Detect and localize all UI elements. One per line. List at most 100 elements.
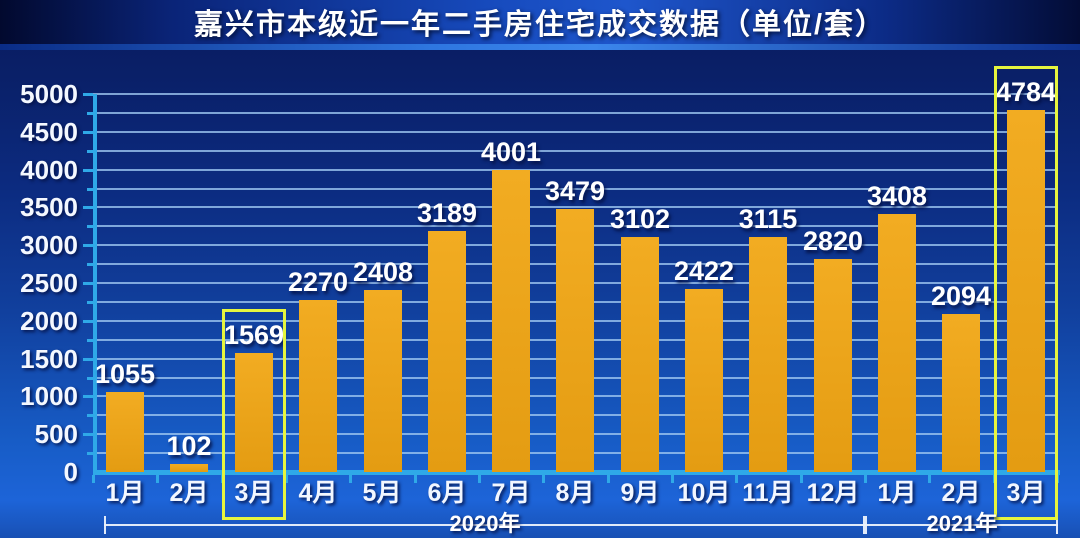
x-axis-label: 8月 — [555, 479, 595, 507]
y-axis-label: 1500 — [20, 344, 78, 374]
x-axis-label: 3月 — [1006, 479, 1046, 507]
y-axis-tick — [83, 358, 93, 361]
y-axis-label: 3000 — [20, 230, 78, 260]
y-axis-label: 1000 — [20, 381, 78, 411]
x-axis-label: 4月 — [298, 479, 338, 507]
bar-value-label: 2422 — [673, 256, 735, 286]
bar-value-label: 4001 — [480, 137, 542, 167]
x-axis-label: 7月 — [491, 479, 531, 507]
y-axis-label: 5000 — [20, 79, 78, 109]
x-axis-tick — [864, 475, 867, 483]
x-axis-tick — [414, 475, 417, 483]
bar-value-label: 2408 — [352, 257, 414, 287]
y-axis-tick — [87, 452, 93, 455]
x-axis-label: 1月 — [105, 479, 145, 507]
year-label: 2020年 — [449, 511, 521, 536]
y-axis-tick — [87, 339, 93, 342]
highlight-box — [994, 66, 1058, 520]
bar — [556, 209, 594, 472]
bar — [942, 314, 980, 472]
x-axis-line — [93, 470, 1060, 475]
x-axis-label: 2月 — [941, 479, 981, 507]
y-axis-tick — [83, 131, 93, 134]
x-axis-label: 2月 — [169, 479, 209, 507]
x-axis-tick — [156, 475, 159, 483]
x-axis-tick — [542, 475, 545, 483]
y-axis-label: 4000 — [20, 155, 78, 185]
year-bracket-tick — [104, 516, 106, 534]
bar-value-label: 2820 — [802, 226, 864, 256]
bar — [1007, 110, 1045, 472]
year-bracket-tick — [1056, 516, 1058, 534]
year-bracket-tick — [865, 516, 867, 534]
x-axis-tick — [800, 475, 803, 483]
y-axis-tick — [87, 188, 93, 191]
x-axis-label: 9月 — [620, 479, 660, 507]
x-axis-tick — [478, 475, 481, 483]
gridline — [93, 131, 1058, 133]
bar — [428, 231, 466, 472]
y-axis-tick — [87, 263, 93, 266]
x-axis-label: 3月 — [234, 479, 274, 507]
y-axis-tick — [83, 282, 93, 285]
y-axis-label: 2500 — [20, 268, 78, 298]
bar — [749, 237, 787, 472]
x-axis-tick — [349, 475, 352, 483]
gridline — [93, 206, 1058, 208]
bar — [814, 259, 852, 472]
y-axis-tick — [83, 206, 93, 209]
bar — [878, 214, 916, 472]
y-axis-label: 4500 — [20, 117, 78, 147]
x-axis-label: 5月 — [362, 479, 402, 507]
bar-value-label: 3479 — [544, 176, 606, 206]
y-axis-line — [93, 94, 97, 473]
y-axis-tick — [83, 433, 93, 436]
y-axis-tick — [87, 225, 93, 228]
bar-value-label: 3115 — [738, 204, 798, 234]
bar-value-label: 3408 — [866, 181, 928, 211]
x-axis-label: 6月 — [427, 479, 467, 507]
bar — [621, 237, 659, 472]
bar-value-label: 102 — [166, 431, 212, 461]
title-bar: 嘉兴市本级近一年二手房住宅成交数据（单位/套） — [0, 0, 1080, 44]
gridline — [93, 188, 1058, 190]
highlight-box — [222, 309, 286, 520]
x-axis-label: 11月 — [742, 479, 794, 507]
bar-value-label: 4784 — [995, 77, 1057, 107]
y-axis-label: 500 — [34, 419, 78, 449]
bar — [492, 170, 530, 472]
x-axis-label: 10月 — [677, 479, 731, 507]
year-bracket-line — [104, 524, 865, 526]
y-axis-tick — [87, 414, 93, 417]
y-axis-tick — [83, 93, 93, 96]
y-axis-label: 3500 — [20, 192, 78, 222]
gridline — [93, 93, 1058, 95]
bar — [364, 290, 402, 472]
bar-value-label: 3189 — [416, 198, 478, 228]
bar — [106, 392, 144, 472]
y-axis-tick — [83, 395, 93, 398]
bar — [170, 464, 208, 472]
year-bracket-tick — [863, 516, 865, 534]
y-axis-tick — [83, 244, 93, 247]
year-bracket-line — [865, 524, 1058, 526]
chart-title: 嘉兴市本级近一年二手房住宅成交数据（单位/套） — [193, 9, 887, 41]
x-axis-tick — [92, 475, 95, 483]
y-axis-tick — [87, 377, 93, 380]
y-axis-label: 0 — [63, 457, 78, 487]
bar-value-label: 1055 — [94, 359, 156, 389]
y-axis-tick — [83, 320, 93, 323]
y-axis-tick — [87, 301, 93, 304]
y-axis-tick — [83, 169, 93, 172]
title-divider — [0, 44, 1080, 50]
x-axis-label: 12月 — [806, 479, 860, 507]
bar — [235, 353, 273, 472]
x-axis-label: 1月 — [877, 479, 917, 507]
x-axis-tick — [735, 475, 738, 483]
x-axis-tick — [607, 475, 610, 483]
x-axis-tick — [285, 475, 288, 483]
x-axis-tick — [671, 475, 674, 483]
y-axis-tick — [87, 112, 93, 115]
